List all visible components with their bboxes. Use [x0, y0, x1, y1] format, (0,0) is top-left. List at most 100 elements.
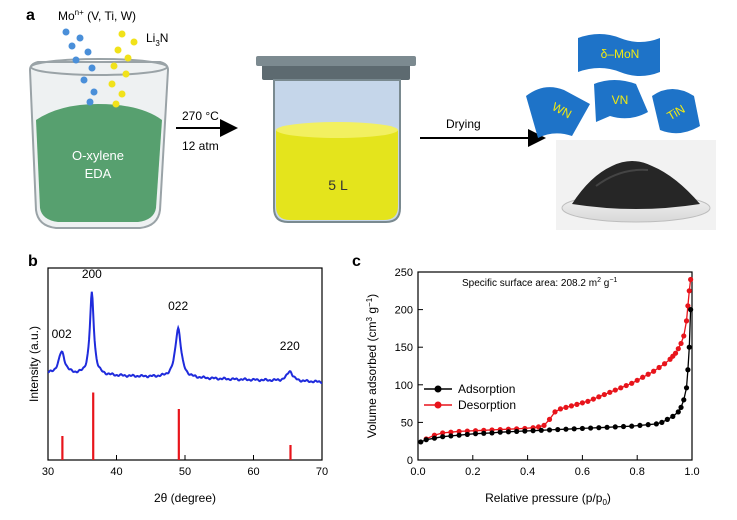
desorption-data-point — [667, 356, 673, 362]
adsorption-data-point — [596, 425, 602, 431]
li3n-label: Li3N — [146, 31, 168, 48]
panel-c-ytick-label: 0 — [407, 455, 413, 467]
desorption-data-point — [546, 416, 553, 422]
panel-c-ytick-label: 150 — [395, 342, 413, 354]
desorption-data-point — [585, 398, 591, 404]
desorption-series-line — [425, 279, 692, 440]
panel-c-ticks: 0.0 0.2 0.4 0.6 0.8 1.0 0 50 100 150 200 250 — [395, 267, 700, 478]
arrow1-pressure: 12 atm — [182, 139, 219, 153]
adsorption-data-point — [579, 425, 586, 432]
peak-label: 022 — [168, 299, 188, 313]
adsorption-data-point — [555, 426, 561, 433]
panel-b-xtick-label: 70 — [316, 466, 328, 478]
desorption-data-point — [681, 333, 687, 339]
panel-b-xtick-label: 50 — [179, 466, 191, 478]
panel-c-xtick-label: 0.6 — [575, 466, 590, 478]
adsorption-data-point — [645, 422, 651, 428]
panel-b-xtick-label: 30 — [42, 466, 54, 478]
reactor: 5 L — [256, 56, 416, 223]
adsorption-data-point — [530, 428, 536, 434]
adsorption-data-point — [440, 434, 446, 440]
surface-area-annotation: Specific surface area: 208.2 m2 g−1 — [462, 277, 617, 289]
adsorption-data-point — [514, 428, 520, 435]
adsorption-data-point — [538, 427, 544, 433]
desorption-data-point — [651, 368, 657, 374]
adsorption-data-point — [612, 424, 618, 430]
desorption-data-point — [601, 391, 607, 398]
desorption-data-point — [552, 409, 558, 415]
adsorption-data-point — [481, 430, 487, 436]
adsorption-data-point — [683, 385, 690, 391]
panel-c-ytick-label: 250 — [395, 267, 413, 279]
desorption-data-point — [563, 404, 569, 410]
desorption-data-point — [675, 346, 681, 352]
adsorption-data-point — [588, 425, 594, 431]
desorption-data-point — [557, 406, 564, 412]
desorption-data-point — [629, 380, 635, 386]
desorption-data-point — [618, 385, 624, 391]
panel-c-legend: Adsorption Desorption — [424, 382, 516, 412]
adsorption-data-point — [659, 419, 665, 425]
panel-c-xtick-label: 0.0 — [410, 466, 425, 478]
ions-label: Mon+ (V, Ti, W) — [58, 8, 136, 23]
adsorption-data-point — [563, 426, 569, 432]
powder-photo — [556, 140, 716, 230]
panel-b: b 2θ (degree) Intensity (a.u.) 30 40 50 60 7… — [27, 253, 328, 505]
adsorption-data-point — [448, 433, 454, 439]
desorption-data-point — [590, 396, 596, 402]
desorption-data-point — [623, 382, 629, 389]
adsorption-data-point — [688, 307, 694, 313]
panel-b-xtick-label: 60 — [247, 466, 259, 478]
adsorption-data-point — [456, 432, 462, 438]
peak-label: 002 — [52, 327, 72, 341]
legend-marker-adsorption — [434, 385, 442, 393]
desorption-data-point — [612, 387, 618, 393]
adsorption-data-point — [472, 431, 479, 437]
adsorption-data-point — [664, 416, 670, 422]
adsorption-series-line — [420, 309, 692, 443]
desorption-data-point — [662, 361, 668, 367]
adsorption-data-point — [685, 367, 691, 373]
arrow2-label: Drying — [446, 117, 481, 131]
panel-c-ytick-label: 50 — [401, 417, 413, 429]
xrd-pattern-line — [47, 291, 323, 385]
adsorption-data-point — [418, 439, 424, 445]
adsorption-data-point — [522, 428, 528, 434]
panel-c-ytick-label: 100 — [395, 380, 413, 392]
peak-labels: 002 200 022 220 — [52, 267, 300, 353]
desorption-data-point — [686, 288, 692, 294]
adsorption-data-point — [675, 409, 681, 415]
desorption-data-point — [568, 403, 575, 409]
desorption-data-point — [634, 377, 640, 383]
legend-label-adsorption: Adsorption — [458, 382, 515, 396]
sheet-label-vn: VN — [612, 93, 629, 107]
desorption-data-point — [678, 340, 684, 347]
beaker: O-xylene EDA — [28, 58, 170, 229]
adsorption-data-point — [604, 424, 610, 430]
beaker-label-line1: O-xylene — [72, 148, 124, 163]
desorption-data-point — [640, 374, 646, 380]
peak-label: 200 — [82, 267, 102, 281]
adsorption-data-point — [670, 413, 676, 419]
adsorption-data-point — [620, 423, 627, 430]
legend-marker-desorption — [434, 401, 442, 409]
li3n-dots — [108, 30, 138, 108]
panel-c-xtick-label: 1.0 — [684, 466, 699, 478]
panel-b-ylabel: Intensity (a.u.) — [27, 326, 41, 402]
reactor-volume-label: 5 L — [328, 177, 348, 193]
adsorption-data-point — [489, 430, 495, 436]
isotherm-series — [418, 276, 694, 445]
panel-c-xtick-label: 0.4 — [520, 466, 535, 478]
adsorption-data-point — [681, 397, 687, 403]
adsorption-data-point — [629, 423, 635, 429]
panel-c-xlabel: Relative pressure (p/p0) — [485, 491, 611, 507]
desorption-data-point — [688, 276, 694, 283]
adsorption-data-point — [546, 427, 553, 433]
desorption-data-point — [596, 394, 602, 400]
panel-c-xtick-label: 0.2 — [465, 466, 480, 478]
panel-c-xtick-label: 0.8 — [630, 466, 645, 478]
adsorption-data-point — [571, 426, 577, 432]
adsorption-data-point — [431, 435, 438, 441]
panel-c-ylabel: Volume adsorbed (cm3 g−1) — [365, 294, 379, 438]
